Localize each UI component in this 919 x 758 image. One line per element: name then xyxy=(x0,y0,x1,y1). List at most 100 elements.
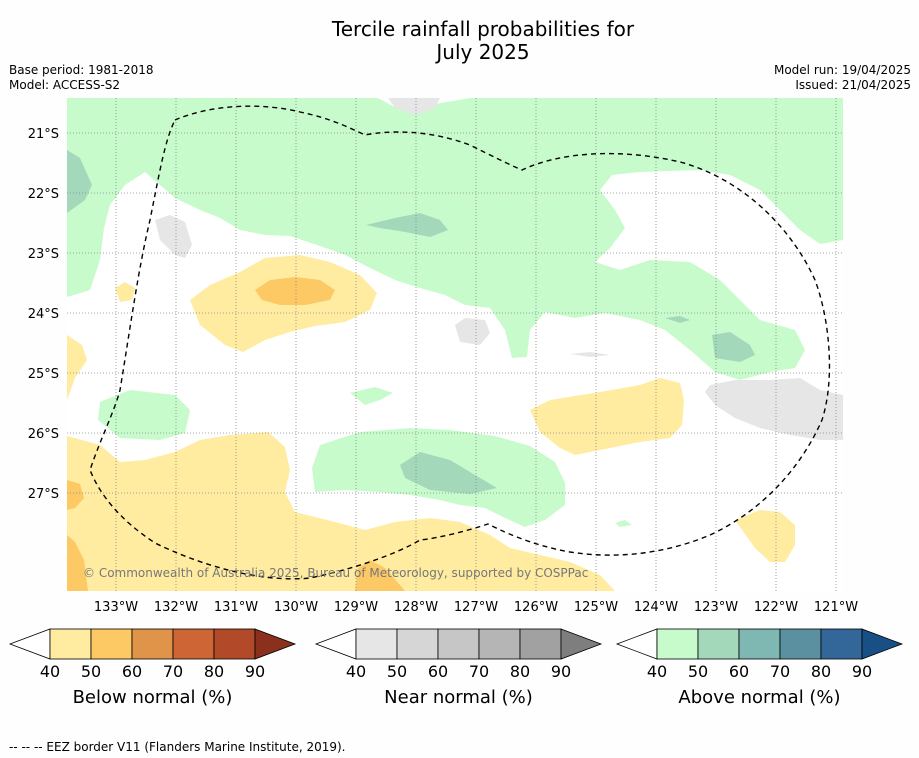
base-period: Base period: 1981-2018 xyxy=(9,63,154,77)
colorbar-tick-label: 70 xyxy=(163,662,183,681)
title-line-1: Tercile rainfall probabilities for xyxy=(331,17,635,41)
lon-tick-label: 128°W xyxy=(394,600,438,615)
lon-tick-label: 123°W xyxy=(694,600,738,615)
above-normal-dark-region xyxy=(400,452,497,494)
colorbar-tick-label: 50 xyxy=(387,662,407,681)
meta-right: Model run: 19/04/2025 Issued: 21/04/2025 xyxy=(774,63,911,93)
colorbar-tick-label: 90 xyxy=(852,662,872,681)
meta-left: Base period: 1981-2018 Model: ACCESS-S2 xyxy=(9,63,154,93)
colorbar-segment xyxy=(779,628,822,660)
colorbar-segment xyxy=(697,628,740,660)
colorbar-tick-label: 70 xyxy=(469,662,489,681)
above-normal-dark-region xyxy=(67,150,92,213)
colorbar-extend-low xyxy=(314,628,357,660)
colorbar-segment xyxy=(437,628,480,660)
below-normal-region xyxy=(735,510,795,562)
below-normal-dark-region xyxy=(355,560,405,591)
colorbar-segment xyxy=(738,628,781,660)
colorbar-tick-label: 40 xyxy=(40,662,60,681)
lat-tick-label: 25°S xyxy=(28,367,59,382)
below-normal-dark-region xyxy=(67,535,88,591)
lat-tick-label: 27°S xyxy=(28,487,59,502)
lon-tick-label: 124°W xyxy=(634,600,678,615)
lon-tick-label: 122°W xyxy=(754,600,798,615)
colorbar-segment xyxy=(213,628,256,660)
colorbar-extend-low xyxy=(615,628,658,660)
near-normal-region xyxy=(155,215,192,258)
lat-tick-label: 22°S xyxy=(28,187,59,202)
lon-tick-label: 131°W xyxy=(214,600,258,615)
colorbar-tick-label: 90 xyxy=(245,662,265,681)
colorbar-segment xyxy=(355,628,398,660)
near-normal-region xyxy=(455,318,490,345)
footer-note: -- -- -- EEZ border V11 (Flanders Marine… xyxy=(9,740,346,754)
colorbar-segment xyxy=(656,628,699,660)
colorbar-tick-label: 60 xyxy=(729,662,749,681)
lon-tick-label: 127°W xyxy=(454,600,498,615)
below-normal-region xyxy=(67,432,615,591)
lat-tick-label: 24°S xyxy=(28,307,59,322)
colorbar-tick-label: 60 xyxy=(122,662,142,681)
colorbar-extend-high xyxy=(254,628,297,660)
colorbar-tick-label: 90 xyxy=(551,662,571,681)
below-normal-region xyxy=(530,378,684,455)
near-normal-region xyxy=(705,378,843,440)
colorbar-extend-low xyxy=(8,628,51,660)
colorbar-title: Below normal (%) xyxy=(73,687,233,708)
above-normal-dark-region xyxy=(366,213,448,237)
near-normal-region xyxy=(388,98,440,115)
rainfall-map: © Commonwealth of Australia 2025, Bureau… xyxy=(67,98,843,591)
lat-tick-label: 21°S xyxy=(28,127,59,142)
above-normal-region xyxy=(67,98,843,380)
lon-tick-label: 121°W xyxy=(814,600,858,615)
colorbar-tick-label: 50 xyxy=(81,662,101,681)
above-normal-dark-region xyxy=(712,332,755,362)
colorbar: 40 50 60 70 80 90 Above normal (%) xyxy=(615,628,904,708)
title-line-2: July 2025 xyxy=(436,40,530,64)
colorbar-title: Above normal (%) xyxy=(678,687,840,708)
colorbar-tick-label: 60 xyxy=(428,662,448,681)
above-normal-region xyxy=(350,387,393,405)
colorbar-tick-label: 80 xyxy=(204,662,224,681)
lon-tick-label: 130°W xyxy=(274,600,318,615)
colorbar-segment xyxy=(131,628,174,660)
colorbar-segment xyxy=(820,628,863,660)
lon-tick-label: 125°W xyxy=(574,600,618,615)
colorbar-title: Near normal (%) xyxy=(384,687,533,708)
issued-date: Issued: 21/04/2025 xyxy=(795,78,911,92)
colorbar-segment xyxy=(172,628,215,660)
lon-tick-label: 133°W xyxy=(94,600,138,615)
below-normal-region xyxy=(115,282,135,302)
colorbar-segment xyxy=(519,628,562,660)
colorbar-extend-high xyxy=(861,628,904,660)
below-normal-dark-region xyxy=(67,480,84,510)
above-normal-region xyxy=(615,520,632,527)
colorbar-tick-label: 40 xyxy=(346,662,366,681)
colorbar-tick-label: 80 xyxy=(811,662,831,681)
below-normal-dark-region xyxy=(255,277,335,305)
gridlines xyxy=(67,98,843,591)
lon-tick-label: 132°W xyxy=(154,600,198,615)
colorbar: 40 50 60 70 80 90 Below normal (%) xyxy=(8,628,297,708)
lon-tick-label: 126°W xyxy=(514,600,558,615)
longitude-axis: 133°W 132°W 131°W 130°W 129°W 128°W 127°W 126°W… xyxy=(94,600,858,615)
colorbar-segment xyxy=(90,628,133,660)
colorbar: 40 50 60 70 80 90 Near normal (%) xyxy=(314,628,603,708)
model-name: Model: ACCESS-S2 xyxy=(9,78,121,92)
colorbar-segment xyxy=(478,628,521,660)
colorbar-extend-high xyxy=(560,628,603,660)
above-normal-region xyxy=(98,390,190,440)
lat-tick-label: 23°S xyxy=(28,247,59,262)
above-normal-dark-region xyxy=(665,316,690,323)
lon-tick-label: 129°W xyxy=(334,600,378,615)
near-normal-region xyxy=(570,352,610,357)
colorbars: 40 50 60 70 80 90 Below normal (%) 40 50 60 70 80 90… xyxy=(8,628,904,708)
map-title: Tercile rainfall probabilities for July … xyxy=(0,18,919,64)
model-run: Model run: 19/04/2025 xyxy=(773,63,911,77)
colorbar-tick-label: 80 xyxy=(510,662,530,681)
colorbar-tick-label: 40 xyxy=(647,662,667,681)
lat-tick-label: 26°S xyxy=(28,427,59,442)
latitude-axis: 21°S 22°S 23°S 24°S 25°S 26°S 27°S xyxy=(28,127,59,502)
colorbar-segment xyxy=(396,628,439,660)
